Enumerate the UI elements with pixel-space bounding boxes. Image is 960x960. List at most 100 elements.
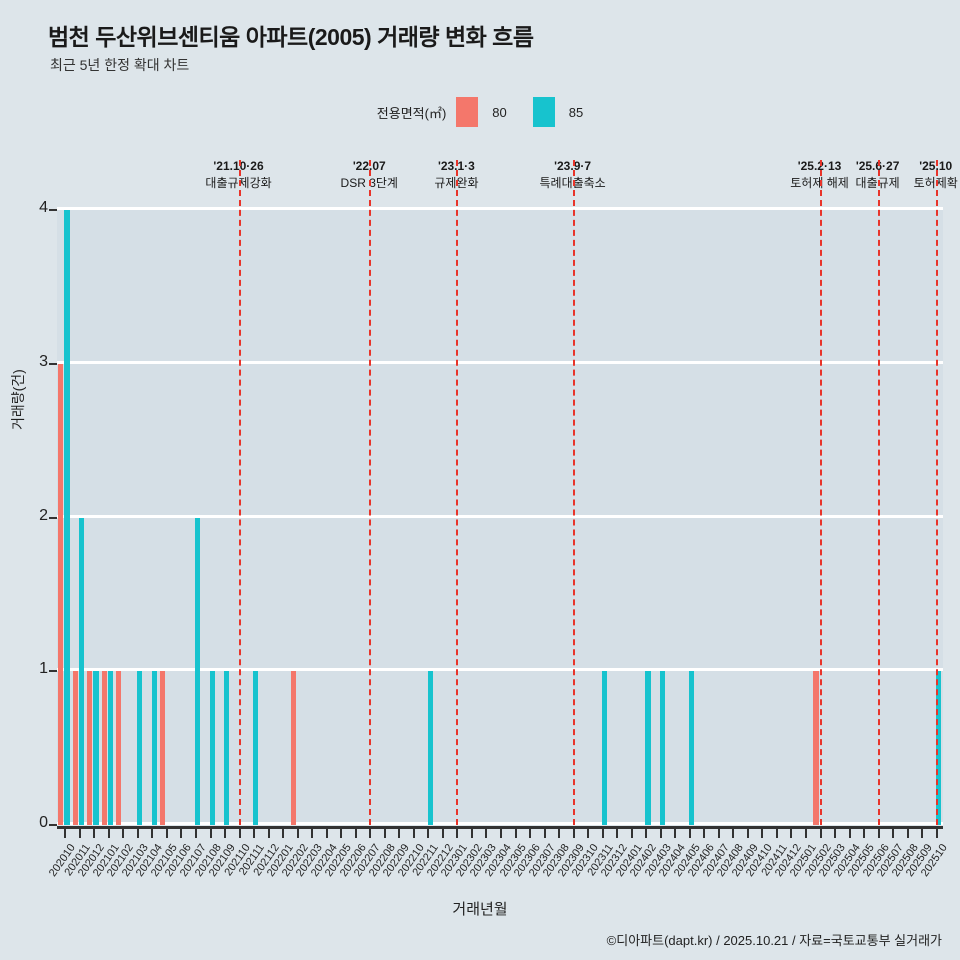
x-axis-tick-mark [224,829,227,838]
x-axis-tick-mark [761,829,764,838]
x-axis-tick-mark [500,829,502,838]
x-axis-tick-mark [383,829,386,838]
x-axis-tick-mark [688,829,691,838]
y-axis-tick-mark [49,670,57,673]
x-axis-tick-mark [427,829,430,838]
bar-80-202202[interactable] [290,671,296,825]
x-axis-tick-mark [645,829,648,838]
event-marker-line [819,160,822,835]
y-axis-tick-mark [49,209,57,211]
bar-80-202011[interactable] [72,671,78,825]
event-annotation-label: 토허제 해제 [790,176,849,190]
x-axis-tick-mark [282,829,285,838]
event-marker-line [935,160,938,835]
bar-85-202101[interactable] [107,671,114,825]
x-axis-tick-mark [935,829,938,838]
event-marker-line [572,160,575,835]
x-axis-tick-mark [630,829,633,838]
y-axis-tick-label: 4 [39,199,48,216]
y-axis-tick-label: 0 [39,814,48,831]
x-axis-tick-mark [311,829,314,838]
bar-85-202108[interactable] [209,671,215,825]
x-axis-tick-mark [151,829,154,838]
x-axis-tick-mark [93,829,96,838]
event-marker-line [369,160,372,835]
x-axis-tick-mark [863,829,866,838]
bar-80-202012[interactable] [87,671,93,825]
x-axis-tick-mark [456,829,459,838]
bar-85-202011[interactable] [78,517,85,825]
bar-85-202405[interactable] [688,671,695,825]
legend-label-80: 80 [492,104,507,120]
bar-85-202103[interactable] [137,671,143,825]
bar-85-202403[interactable] [659,671,666,825]
x-axis-tick-mark [906,829,909,838]
x-axis-tick-mark [659,829,662,838]
x-axis-tick-mark [529,829,532,838]
event-annotation: '23.1·3 규제완화 [386,158,526,192]
x-axis-tick-mark [267,829,270,838]
page-title: 범천 두산위브센티움 아파트(2005) 거래량 변화 흐름 [48,24,534,50]
event-annotation-date: '21.10·26 [213,159,264,173]
x-axis-tick-mark [325,829,328,838]
bar-85-202510[interactable] [935,671,942,825]
x-axis-tick-mark [340,829,343,838]
x-axis-tick-mark [354,829,357,838]
legend-label-85: 85 [568,104,584,120]
x-axis-tick-mark [78,829,81,838]
chart-plot-area [57,160,943,835]
x-axis-tick-mark [790,829,793,838]
y-axis-tick-label: 1 [39,660,48,678]
y-axis-tick-mark [49,824,57,826]
gridline [57,668,943,672]
y-axis-tick-mark [49,362,57,365]
legend-title: 전용면적(㎡) [376,105,447,121]
bar-85-202402[interactable] [645,671,651,825]
bar-80-202105[interactable] [159,671,166,825]
event-marker-line [456,160,459,835]
x-axis-tick-mark [470,829,473,838]
x-axis-tick-mark [921,829,924,838]
x-axis-tick-mark [775,829,778,838]
bar-85-202211[interactable] [427,671,433,825]
x-axis-tick-mark [587,829,590,838]
x-axis-tick-mark [441,829,444,838]
x-axis-tick-mark [558,829,561,838]
event-annotation-date: '25.10 [919,159,953,173]
bar-85-202010[interactable] [64,210,70,825]
bar-85-202111[interactable] [253,671,259,825]
footer-credit: ©디아파트(dapt.kr) / 2025.10.21 / 자료=국토교통부 실… [606,933,942,948]
event-annotation-label: 규제완화 [434,176,479,190]
x-axis-tick-mark [601,829,604,838]
y-axis-tick-label: 3 [39,352,48,370]
bar-80-202010[interactable] [58,363,64,825]
x-axis-tick-mark [717,829,720,838]
x-axis-tick-mark [194,829,197,838]
x-axis-tick-mark [238,829,241,838]
bar-85-202311[interactable] [601,671,607,825]
bar-80-202101[interactable] [101,671,107,825]
y-axis-title: 거래량(건) [10,369,26,430]
bar-85-202012[interactable] [93,671,99,825]
bar-85-202109[interactable] [224,671,230,825]
event-annotation-date: '23.1·3 [437,159,475,173]
gridline [57,514,943,518]
event-annotation: '25.10 토허제확 [866,158,960,192]
y-axis-tick-mark [49,516,57,519]
event-annotation-label: 토허제확 [913,176,958,190]
x-axis-tick-mark [819,829,822,838]
x-axis-tick-mark [209,829,212,838]
x-axis-tick-mark [136,829,139,838]
bar-80-202102[interactable] [116,671,122,825]
x-axis-tick-mark [732,829,735,838]
x-axis-tick-mark [485,829,488,838]
event-annotation-date: '23.9·7 [554,159,592,173]
x-axis-tick-mark [572,829,575,838]
page-subtitle: 최근 5년 한정 확대 차트 [50,57,190,73]
bar-85-202107[interactable] [195,517,201,825]
x-axis-tick-mark [122,829,125,838]
bar-85-202104[interactable] [151,671,157,825]
x-axis-tick-mark [877,829,880,838]
bar-80-202502[interactable] [813,671,819,825]
y-axis-tick-label: 2 [39,506,48,524]
